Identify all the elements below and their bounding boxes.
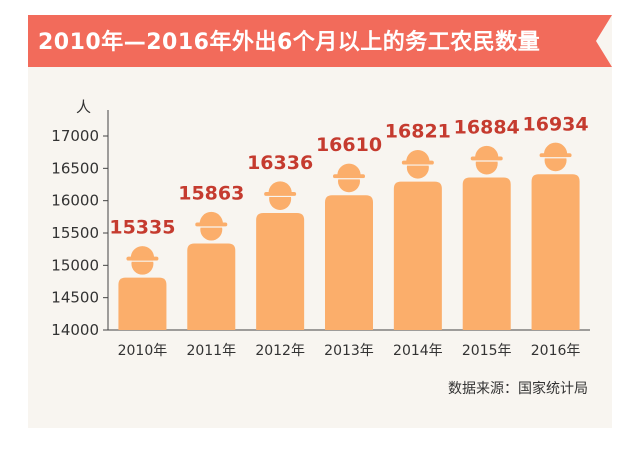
bar-value-label: 16336 [247,152,313,174]
worker-body [256,212,305,330]
helmet-dome [543,141,568,155]
bar-worker [256,180,305,330]
helmet-brim [264,191,297,196]
y-tick-label: 17000 [51,127,99,145]
helmet-dome [130,245,155,259]
worker-body [393,181,442,330]
worker-body [118,277,167,330]
x-tick-label: 2011年 [186,343,236,359]
y-tick-label: 14000 [51,321,99,339]
y-tick-label: 15500 [51,224,99,242]
x-tick-label: 2014年 [393,343,443,359]
helmet-brim [195,222,228,227]
helmet-dome [336,162,362,176]
worker-body [462,177,511,330]
y-tick-label: 16500 [51,159,99,177]
helmet-dome [474,145,500,158]
x-tick-label: 2012年 [255,343,305,359]
bar-worker [325,162,373,330]
bar-value-label: 15863 [178,183,244,205]
bar-worker [462,145,511,330]
helmet-brim [470,156,503,161]
worker-body [531,174,580,330]
helmet-brim [401,160,434,165]
worker-body [325,195,373,330]
bar-value-label: 16934 [523,113,589,135]
chart-card [28,15,612,428]
x-tick-label: 2015年 [462,343,512,359]
helmet-brim [539,153,572,158]
bar-value-label: 16610 [316,134,382,156]
worker-body [187,243,236,330]
title-banner [28,15,612,67]
helmet-dome [405,149,431,162]
helmet-dome [198,211,224,224]
y-axis-unit-label: 人 [76,98,91,116]
y-tick-label: 14500 [51,289,99,307]
bar-worker [393,149,442,330]
y-tick-label: 16000 [51,192,99,210]
y-tick-label: 15000 [51,256,99,274]
chart-title: 2010年—2016年外出6个月以上的务工农民数量 [38,30,541,55]
helmet-brim [333,174,365,179]
bar-value-label: 16884 [454,117,520,139]
data-source: 数据来源：国家统计局 [448,381,588,397]
helmet-dome [267,180,293,194]
bar-value-label: 15335 [109,217,175,239]
bar-worker [187,211,236,330]
bar-value-label: 16821 [385,121,451,143]
bar-worker [531,141,580,330]
x-tick-label: 2010年 [118,343,168,359]
x-tick-label: 2016年 [531,343,581,359]
x-tick-label: 2013年 [324,343,374,359]
bar-worker [118,245,167,330]
helmet-brim [126,256,159,261]
